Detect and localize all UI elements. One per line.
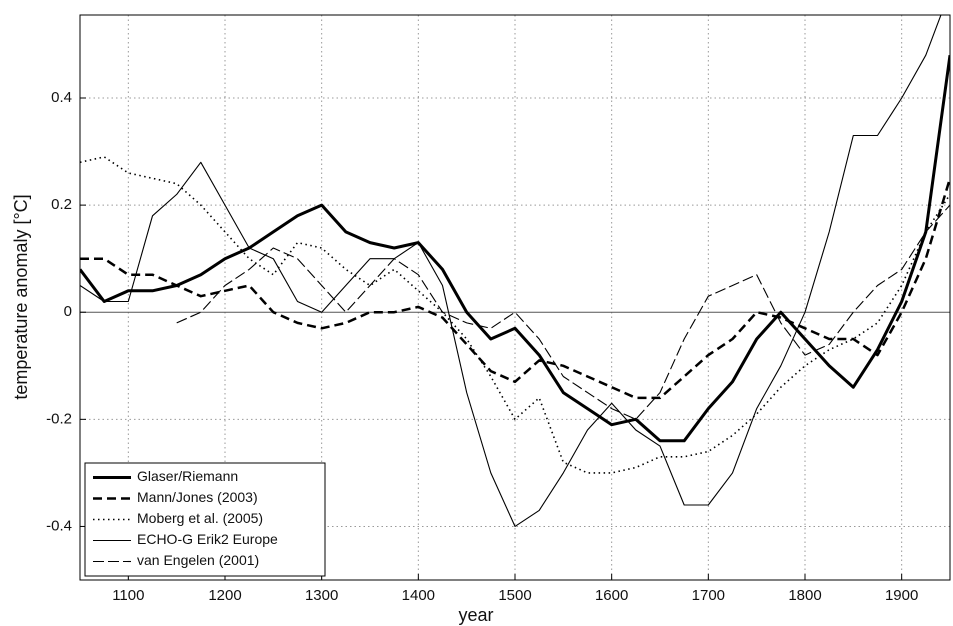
plot-frame — [79, 14, 951, 581]
legend: Glaser/Riemann Mann/Jones (2003) Moberg et… — [84, 462, 326, 577]
legend-label: Glaser/Riemann — [137, 468, 238, 484]
x-tick-label: 1500 — [498, 587, 531, 604]
legend-label: van Engelen (2001) — [137, 552, 259, 568]
series-line — [80, 54, 950, 443]
x-tick-label: 1100 — [112, 587, 144, 604]
y-tick-label: 0 — [64, 303, 72, 320]
x-tick-label: 1600 — [595, 587, 628, 604]
series-line — [80, 177, 950, 400]
lines — [80, 15, 950, 527]
series-line — [80, 156, 950, 474]
series-line — [80, 15, 942, 527]
x-tick-label: 1900 — [885, 587, 918, 604]
x-tick-label: 1800 — [788, 587, 821, 604]
x-tick-label: 1700 — [692, 587, 725, 604]
y-tick-label: -0.2 — [46, 410, 72, 427]
legend-box — [84, 462, 326, 577]
x-tick-label: 1200 — [208, 587, 241, 604]
legend-label: Moberg et al. (2005) — [137, 510, 263, 526]
y-tick-label: 0.2 — [51, 196, 72, 213]
legend-label: Mann/Jones (2003) — [137, 489, 258, 505]
x-tick-label: 1300 — [305, 587, 338, 604]
series-line — [176, 204, 950, 420]
y-tick-label: -0.4 — [46, 517, 72, 534]
y-tick-label: 0.4 — [51, 89, 72, 106]
x-tick-label: 1400 — [402, 587, 435, 604]
x-axis-label: year — [458, 605, 493, 625]
legend-label: ECHO-G Erik2 Europe — [137, 531, 278, 547]
y-axis-label: temperature anomaly [°C] — [11, 194, 31, 399]
